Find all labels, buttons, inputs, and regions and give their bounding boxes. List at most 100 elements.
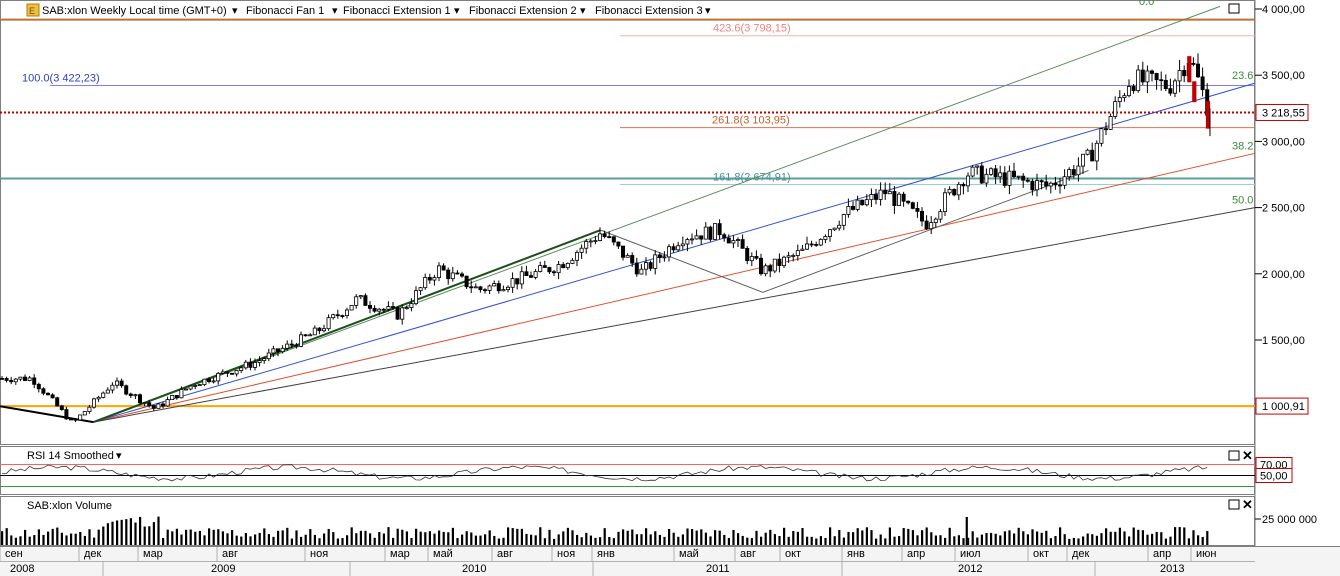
- volume-bar: [944, 537, 947, 545]
- candle-body: [947, 188, 952, 194]
- symbol-title[interactable]: SAB:xlon Weekly Local time (GMT+0): [42, 5, 227, 17]
- rsi-close-icon[interactable]: ✕: [1242, 448, 1253, 463]
- candle-body: [363, 295, 368, 306]
- menu-arrow-ext2[interactable]: ▾: [580, 5, 586, 17]
- volume-bar: [557, 534, 560, 545]
- volume-bar: [1091, 534, 1094, 545]
- month-label: мар: [390, 548, 410, 560]
- volume-bar: [1164, 538, 1167, 545]
- volume-bar: [189, 529, 192, 545]
- volume-bar: [484, 534, 487, 545]
- candle-body: [455, 272, 460, 275]
- candle-body: [892, 191, 897, 206]
- candle-body: [598, 233, 603, 241]
- candle-body: [46, 392, 51, 396]
- candle-body: [529, 275, 534, 278]
- volume-maximize-icon[interactable]: [1228, 499, 1240, 510]
- candle-body: [147, 402, 152, 406]
- candle-body: [1108, 116, 1113, 130]
- candle-body: [1076, 165, 1081, 176]
- candle-body: [1182, 70, 1187, 77]
- volume-bar: [134, 522, 137, 545]
- volume-bar: [83, 535, 86, 545]
- volume-bar: [543, 538, 546, 545]
- volume-bar: [704, 532, 707, 545]
- maximize-icon[interactable]: [1228, 3, 1240, 14]
- candle-body: [690, 238, 695, 241]
- volume-close-icon[interactable]: ✕: [1242, 497, 1253, 512]
- candle-body: [1030, 180, 1035, 191]
- candle-body: [519, 271, 524, 285]
- candle-body: [487, 285, 492, 291]
- symbol-icon[interactable]: [26, 3, 40, 17]
- volume-bar: [888, 527, 891, 545]
- candle-body: [36, 383, 41, 390]
- volume-bar: [842, 537, 845, 545]
- volume-bar: [668, 528, 671, 545]
- rsi-maximize-icon[interactable]: [1228, 450, 1240, 461]
- candle-body: [229, 372, 234, 375]
- candle-body: [473, 286, 478, 289]
- volume-bar: [1082, 536, 1085, 545]
- candle-body: [27, 377, 32, 381]
- month-label: ноя: [557, 548, 575, 560]
- volume-bar: [783, 527, 786, 545]
- menu-fibonacci-extension-1[interactable]: Fibonacci Extension 1: [343, 5, 451, 17]
- candle-body: [243, 361, 248, 369]
- volume-bar: [396, 528, 399, 545]
- candle-body: [271, 348, 276, 354]
- month-label: окт: [785, 548, 801, 560]
- menu-arrow-ext3[interactable]: ▾: [705, 5, 711, 17]
- volume-bar: [787, 536, 790, 545]
- volume-bar: [152, 522, 155, 545]
- volume-bar: [530, 534, 533, 545]
- candle-body: [768, 265, 773, 272]
- candle-body: [786, 255, 791, 258]
- rsi-menu-arrow[interactable]: ▾: [116, 450, 122, 462]
- menu-arrow-fan1[interactable]: ▾: [332, 5, 338, 17]
- volume-bar: [24, 529, 27, 545]
- candle-body: [156, 403, 161, 409]
- candle-body: [657, 254, 662, 258]
- volume-bar: [479, 535, 482, 545]
- menu-arrow-symbol[interactable]: ▾: [232, 5, 238, 17]
- menu-fibonacci-fan-1[interactable]: Fibonacci Fan 1: [246, 5, 324, 17]
- volume-bar: [686, 528, 689, 545]
- candle-body: [501, 289, 506, 292]
- volume-bar: [258, 532, 261, 545]
- candle-body: [685, 239, 690, 245]
- month-label: июл: [960, 548, 981, 560]
- volume-bar: [764, 532, 767, 545]
- candle-body: [280, 347, 285, 353]
- rsi-title[interactable]: RSI 14 Smoothed: [27, 450, 114, 462]
- menu-arrow-ext1[interactable]: ▾: [454, 5, 460, 17]
- candle-body: [1081, 153, 1086, 167]
- candle-body: [883, 189, 888, 195]
- candle-body: [1007, 170, 1012, 186]
- volume-bar: [166, 529, 169, 545]
- candle-body: [432, 277, 437, 281]
- candle-body: [1150, 70, 1155, 74]
- month-label: апр: [1153, 548, 1171, 560]
- month-label: авг: [222, 548, 238, 560]
- month-label: авг: [740, 548, 756, 560]
- volume-bar: [737, 533, 740, 545]
- volume-bar: [304, 534, 307, 545]
- volume-bar: [548, 529, 551, 545]
- rsi-line: [1, 464, 1208, 482]
- candle-body: [869, 194, 874, 201]
- candle-body: [565, 262, 570, 269]
- volume-bar: [106, 523, 109, 545]
- month-label: июн: [1196, 548, 1216, 560]
- fan-0-label: 0.0: [1139, 0, 1154, 8]
- fan-382-line: [93, 152, 1256, 423]
- candle-body: [864, 199, 869, 206]
- menu-fibonacci-extension-2[interactable]: Fibonacci Extension 2: [469, 5, 577, 17]
- price-axis-column: [1255, 0, 1340, 576]
- volume-bar: [976, 537, 979, 545]
- menu-fibonacci-extension-3[interactable]: Fibonacci Extension 3: [595, 5, 703, 17]
- volume-bar: [185, 529, 188, 545]
- volume-bar: [599, 537, 602, 545]
- volume-bar: [79, 531, 82, 545]
